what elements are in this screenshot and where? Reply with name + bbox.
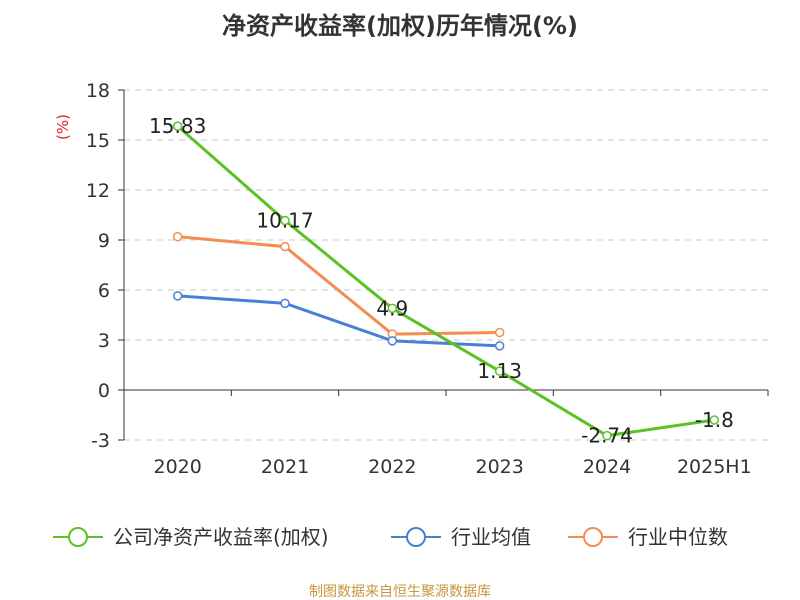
x-tick-label: 2024 <box>583 456 631 478</box>
data-label: 15.83 <box>149 114 206 138</box>
x-tick-label: 2022 <box>368 456 416 478</box>
data-source-note: 制图数据来自恒生聚源数据库 <box>309 584 491 600</box>
series-line <box>177 294 500 348</box>
y-tick-label: 9 <box>98 230 110 252</box>
data-point <box>280 241 290 252</box>
legend: 公司净资产收益率(加权) 行业均值 行业中位数 <box>53 525 728 549</box>
legend-swatch-marker <box>583 527 603 547</box>
data-label: 1.13 <box>477 359 522 383</box>
series-line <box>177 235 500 336</box>
data-point <box>494 366 505 376</box>
x-tick-label: 2020 <box>153 456 201 478</box>
y-axis-unit-label: (%) <box>54 114 72 140</box>
legend-label: 公司净资产收益率(加权) <box>113 525 329 549</box>
data-label: -1.8 <box>695 408 734 432</box>
data-point <box>387 336 398 346</box>
y-tick-label: -3 <box>91 430 110 452</box>
series-lines <box>172 121 720 441</box>
data-point <box>172 291 183 301</box>
legend-label: 行业中位数 <box>628 525 728 549</box>
y-tick-label: 18 <box>86 80 110 102</box>
data-point <box>602 430 612 441</box>
data-labels: 15.83 10.17 4.9 1.13 -2.74 -1.8 <box>149 114 734 448</box>
y-tick-label: 12 <box>86 180 110 202</box>
data-label: 10.17 <box>256 209 313 233</box>
chart-title: 净资产收益率(加权)历年情况(%) <box>222 12 578 40</box>
axes: -3 0 3 6 9 12 15 18 2020 2021 2022 2023 2024 2025H1 <box>86 80 769 478</box>
series-line <box>176 125 715 438</box>
y-tick-label: 3 <box>98 330 110 352</box>
data-point <box>280 298 290 309</box>
y-tick-label: 0 <box>98 380 110 402</box>
x-tick-label: 2025H1 <box>677 456 752 478</box>
legend-swatch-marker <box>406 527 426 547</box>
x-tick-label: 2023 <box>475 456 523 478</box>
grid-lines <box>124 89 768 441</box>
data-point <box>172 231 183 242</box>
data-label: -2.74 <box>581 424 633 448</box>
y-tick-label: 15 <box>86 130 110 152</box>
x-tick-label: 2021 <box>261 456 309 478</box>
y-tick-label: 6 <box>98 280 110 302</box>
legend-swatch-marker <box>68 527 88 547</box>
data-point <box>280 215 290 226</box>
data-point <box>494 341 505 351</box>
data-point <box>709 415 720 425</box>
data-point <box>494 327 505 338</box>
data-label: 4.9 <box>376 296 408 320</box>
data-point <box>387 303 398 314</box>
data-point <box>172 121 183 131</box>
legend-label: 行业均值 <box>451 525 531 549</box>
